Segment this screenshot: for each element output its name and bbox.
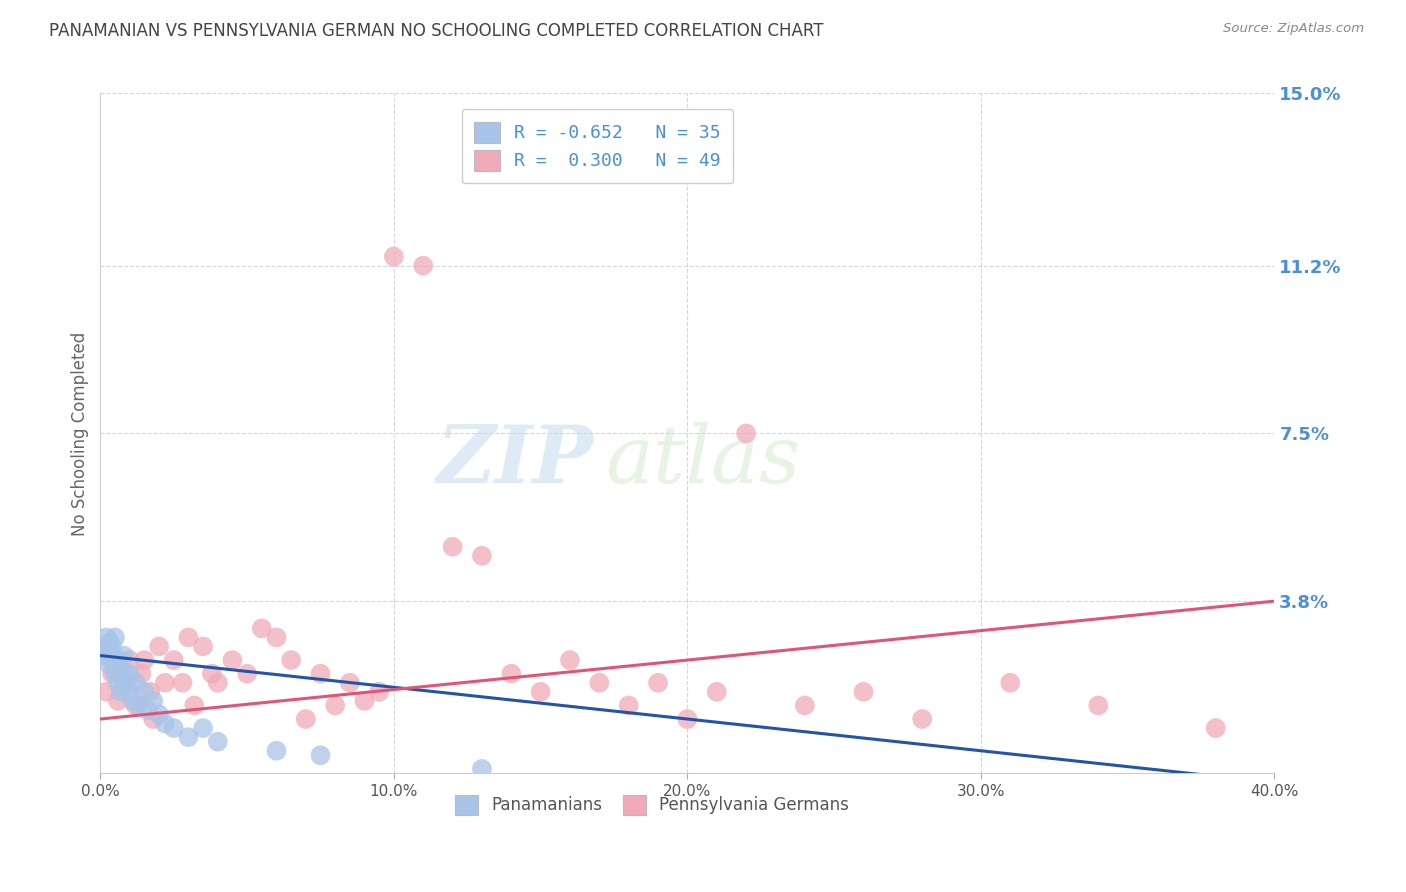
Pennsylvania Germans [201,666,224,681]
Pennsylvania Germans [647,675,669,690]
Pennsylvania Germans [266,631,288,645]
Panamanians [96,631,118,645]
Panamanians [112,648,135,663]
Panamanians [101,640,124,654]
Pennsylvania Germans [471,549,494,563]
Panamanians [91,648,114,663]
Pennsylvania Germans [295,712,318,726]
Panamanians [104,631,127,645]
Pennsylvania Germans [530,685,553,699]
Pennsylvania Germans [309,666,332,681]
Panamanians [110,685,132,699]
Pennsylvania Germans [177,631,200,645]
Text: PANAMANIAN VS PENNSYLVANIA GERMAN NO SCHOOLING COMPLETED CORRELATION CHART: PANAMANIAN VS PENNSYLVANIA GERMAN NO SCH… [49,22,824,40]
Pennsylvania Germans [1087,698,1109,713]
Panamanians [136,703,159,717]
Pennsylvania Germans [676,712,699,726]
Pennsylvania Germans [353,694,375,708]
Panamanians [98,657,121,672]
Pennsylvania Germans [706,685,728,699]
Pennsylvania Germans [412,259,434,273]
Pennsylvania Germans [382,250,405,264]
Pennsylvania Germans [118,653,141,667]
Legend: Panamanians, Pennsylvania Germans: Panamanians, Pennsylvania Germans [447,787,858,823]
Pennsylvania Germans [793,698,815,713]
Panamanians [266,744,288,758]
Panamanians [104,653,127,667]
Text: Source: ZipAtlas.com: Source: ZipAtlas.com [1223,22,1364,36]
Panamanians [118,685,141,699]
Panamanians [115,675,138,690]
Pennsylvania Germans [191,640,214,654]
Panamanians [191,721,214,735]
Pennsylvania Germans [368,685,391,699]
Pennsylvania Germans [183,698,205,713]
Panamanians [98,635,121,649]
Panamanians [98,644,121,658]
Pennsylvania Germans [96,685,118,699]
Text: ZIP: ZIP [437,422,593,500]
Panamanians [471,762,494,776]
Pennsylvania Germans [911,712,934,726]
Panamanians [104,666,127,681]
Panamanians [101,653,124,667]
Pennsylvania Germans [124,698,146,713]
Pennsylvania Germans [142,712,165,726]
Panamanians [118,666,141,681]
Pennsylvania Germans [280,653,302,667]
Panamanians [107,675,129,690]
Pennsylvania Germans [139,685,162,699]
Pennsylvania Germans [735,426,758,441]
Pennsylvania Germans [339,675,361,690]
Panamanians [148,707,170,722]
Panamanians [121,694,143,708]
Pennsylvania Germans [153,675,176,690]
Panamanians [163,721,186,735]
Pennsylvania Germans [852,685,875,699]
Panamanians [207,734,229,748]
Panamanians [153,716,176,731]
Panamanians [112,666,135,681]
Pennsylvania Germans [101,666,124,681]
Pennsylvania Germans [558,653,581,667]
Panamanians [110,662,132,676]
Panamanians [134,685,156,699]
Pennsylvania Germans [1205,721,1227,735]
Pennsylvania Germans [617,698,640,713]
Pennsylvania Germans [221,653,243,667]
Pennsylvania Germans [1000,675,1022,690]
Pennsylvania Germans [323,698,346,713]
Pennsylvania Germans [112,675,135,690]
Panamanians [107,653,129,667]
Pennsylvania Germans [134,653,156,667]
Pennsylvania Germans [131,666,153,681]
Panamanians [309,748,332,763]
Pennsylvania Germans [250,621,273,635]
Panamanians [128,698,150,713]
Panamanians [96,640,118,654]
Pennsylvania Germans [501,666,523,681]
Pennsylvania Germans [588,675,610,690]
Y-axis label: No Schooling Completed: No Schooling Completed [72,331,89,535]
Panamanians [177,730,200,744]
Panamanians [142,694,165,708]
Text: atlas: atlas [605,422,800,500]
Panamanians [124,675,146,690]
Pennsylvania Germans [441,540,464,554]
Pennsylvania Germans [107,694,129,708]
Pennsylvania Germans [172,675,194,690]
Pennsylvania Germans [207,675,229,690]
Pennsylvania Germans [163,653,186,667]
Pennsylvania Germans [236,666,259,681]
Pennsylvania Germans [148,640,170,654]
